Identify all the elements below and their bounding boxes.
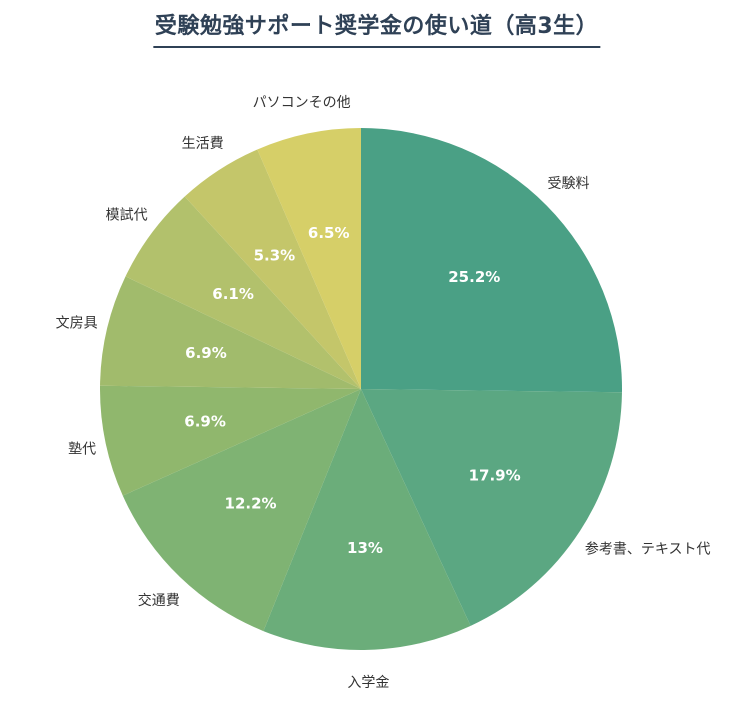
value-labels: 25.2% 17.9% 13% 12.2% 6.9% 6.9% 6.1% 5.3% 6.5%	[184, 224, 520, 557]
slice-category-label: 交通費	[138, 592, 180, 609]
pie-slice	[100, 276, 362, 389]
pie-slice	[263, 389, 471, 650]
slice-value-label: 17.9%	[469, 467, 521, 485]
slice-value-label: 6.1%	[212, 285, 254, 303]
slice-value-label: 5.3%	[254, 246, 296, 264]
pie-slice	[361, 128, 622, 393]
slice-value-label: 6.5%	[308, 224, 350, 242]
pie-slice	[99, 385, 361, 496]
slice-category-label: 生活費	[182, 136, 224, 152]
title-area: 受験勉強サポート奨学金の使い道（高3生）	[0, 0, 753, 60]
slice-category-label: 入学金	[347, 675, 389, 691]
slice-category-label: 文房具	[56, 315, 98, 331]
slice-value-label: 25.2%	[448, 268, 500, 286]
slice-category-label: 受験料	[547, 176, 589, 192]
slice-category-label: 塾代	[68, 441, 96, 457]
pie-slice	[125, 196, 362, 389]
slice-value-label: 6.9%	[184, 412, 226, 430]
slice-category-label: 模試代	[106, 208, 148, 224]
pie-slice	[184, 149, 361, 389]
slice-value-label: 6.9%	[185, 344, 227, 362]
pie-slices	[99, 128, 622, 650]
pie-slice	[361, 389, 622, 626]
pie-slice	[122, 389, 361, 632]
slice-value-label: 13%	[347, 539, 383, 557]
slice-value-label: 12.2%	[225, 495, 277, 513]
pie-slice	[257, 128, 361, 389]
slice-category-label: パソコンその他	[253, 95, 351, 111]
slice-category-label: 参考書、テキスト代	[585, 540, 711, 557]
chart-title: 受験勉強サポート奨学金の使い道（高3生）	[152, 8, 601, 48]
